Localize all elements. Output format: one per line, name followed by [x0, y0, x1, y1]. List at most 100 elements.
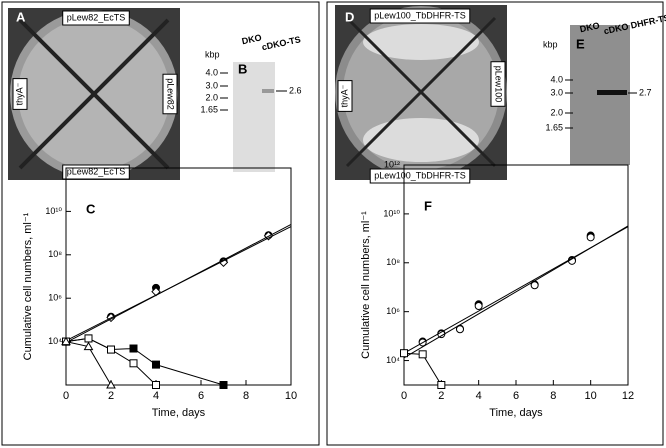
x-tick-label: 4: [476, 390, 482, 402]
blot: [233, 62, 275, 172]
photo-label: pLew82: [162, 73, 178, 115]
data-point: [61, 336, 71, 346]
size-marker: 4.0: [550, 74, 563, 84]
x-tick-label: 2: [438, 390, 444, 402]
data-point: [152, 360, 160, 369]
panel-letter: D: [345, 9, 354, 24]
y-tick-label: 10⁸: [386, 257, 400, 267]
lane-label: DKO: [579, 20, 601, 34]
x-tick-label: 12: [622, 390, 634, 402]
size-marker: 3.0: [205, 80, 218, 90]
data-point: [106, 379, 116, 389]
y-tick-label: 10⁶: [48, 293, 62, 303]
label-text: thyA⁻: [339, 84, 349, 107]
y-tick-label: 10¹²: [384, 159, 400, 169]
label-box: [62, 10, 130, 26]
photo-label: thyA⁻: [12, 78, 28, 110]
photo-label: thyA⁻: [337, 80, 353, 112]
data-point: [474, 302, 483, 311]
size-marker: 2.0: [550, 107, 563, 117]
size-marker: 2.0: [205, 92, 218, 102]
lane-label: cDKO DHFR-TS: [603, 13, 666, 37]
panel-letter: C: [86, 201, 96, 216]
colony-growth: [363, 24, 479, 60]
panel-frame: [1, 1, 320, 446]
y-tick-label: 10⁴: [48, 336, 62, 346]
colony-growth: [363, 118, 479, 162]
label-box: [337, 80, 353, 112]
label-box: [369, 8, 471, 24]
size-marker: 3.0: [550, 87, 563, 97]
panel-letter: A: [16, 9, 26, 24]
plot-frame: [403, 164, 629, 386]
x-tick-label: 4: [153, 390, 159, 402]
data-point: [437, 381, 446, 389]
series-line: [403, 225, 629, 359]
band-size: 2.6: [289, 85, 302, 95]
label-text: pLew100_TbDHFR-TS: [374, 170, 466, 180]
data-point: [129, 344, 138, 353]
label-text: pLew82: [166, 78, 176, 110]
data-point: [586, 233, 595, 242]
photo-label: pLew82_EcTS: [62, 10, 130, 26]
x-tick-label: 6: [198, 390, 204, 402]
band-size: 2.7: [639, 87, 652, 97]
data-point: [219, 381, 228, 389]
data-point: [107, 345, 115, 354]
label-text: pLew82_EcTS: [67, 12, 126, 22]
size-marker: 1.65: [200, 104, 218, 114]
y-axis-label: Cumulative cell numbers, ml⁻¹: [22, 212, 34, 360]
blot-band: [262, 89, 274, 93]
x-tick-label: 0: [63, 390, 69, 402]
label-text: thyA⁻: [14, 82, 24, 105]
streak-line: [18, 18, 170, 170]
label-box: [490, 61, 506, 107]
size-marker: 1.65: [545, 122, 563, 132]
label-text: pLew100_TbDHFR-TS: [374, 10, 466, 20]
y-tick-label: 10¹⁰: [45, 206, 62, 216]
x-axis-label: Time, days: [152, 407, 206, 419]
label-box: [369, 168, 471, 184]
y-tick-label: 10⁶: [386, 306, 400, 316]
x-tick-label: 2: [108, 390, 114, 402]
data-point: [84, 334, 93, 343]
label-text: pLew82_EcTS: [67, 166, 126, 176]
blot-band: [597, 90, 627, 95]
photo-label: pLew100_TbDHFR-TS: [369, 8, 471, 24]
x-tick-label: 10: [285, 390, 297, 402]
plot-frame: [65, 167, 292, 386]
data-point: [400, 349, 408, 358]
photo-label: pLew82_EcTS: [62, 164, 130, 180]
x-tick-label: 8: [243, 390, 249, 402]
x-tick-label: 0: [401, 390, 407, 402]
series-line: [65, 226, 292, 342]
size-marker: 4.0: [205, 67, 218, 77]
size-unit: kbp: [543, 39, 558, 49]
x-tick-label: 8: [550, 390, 556, 402]
panel-frame: [326, 1, 664, 446]
series-line: [65, 337, 157, 386]
panel-letter: F: [424, 198, 432, 213]
data-point: [456, 325, 464, 334]
x-tick-label: 6: [513, 390, 519, 402]
photo-label: pLew100_TbDHFR-TS: [369, 168, 471, 184]
data-point: [129, 359, 138, 368]
label-box: [12, 78, 28, 110]
y-tick-label: 10⁴: [386, 355, 400, 365]
lane-label: cDKO-TS: [261, 34, 302, 52]
y-tick-label: 10¹⁰: [383, 208, 400, 218]
x-tick-label: 10: [585, 390, 597, 402]
label-box: [162, 73, 178, 115]
panel-letter: E: [576, 36, 585, 51]
lane-label: DKO: [241, 32, 263, 46]
x-axis-label: Time, days: [489, 407, 543, 419]
photo-label: pLew100: [490, 61, 506, 107]
data-point: [418, 350, 427, 359]
data-point: [83, 341, 94, 351]
data-point: [152, 381, 160, 389]
streak-line: [345, 16, 497, 168]
panel-letter: B: [238, 61, 247, 76]
y-axis-label: Cumulative cell numbers, ml⁻¹: [360, 211, 372, 359]
size-unit: kbp: [205, 49, 220, 59]
